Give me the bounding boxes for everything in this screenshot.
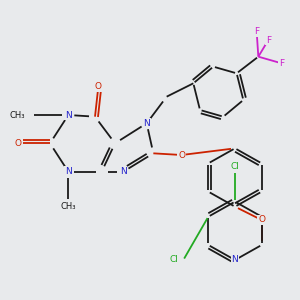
Text: F: F xyxy=(279,59,284,68)
Text: F: F xyxy=(266,35,271,44)
Text: F: F xyxy=(254,27,259,36)
Text: N: N xyxy=(65,167,72,176)
Text: O: O xyxy=(15,139,22,148)
Text: CH₃: CH₃ xyxy=(61,202,76,211)
Text: CH₃: CH₃ xyxy=(10,110,25,119)
Text: N: N xyxy=(120,167,127,176)
Text: O: O xyxy=(95,82,102,91)
Text: N: N xyxy=(232,256,238,265)
Text: N: N xyxy=(143,119,150,128)
Text: Cl: Cl xyxy=(169,256,178,265)
Text: Cl: Cl xyxy=(231,162,239,171)
Text: O: O xyxy=(178,151,185,160)
Text: O: O xyxy=(258,215,265,224)
Text: N: N xyxy=(65,110,72,119)
